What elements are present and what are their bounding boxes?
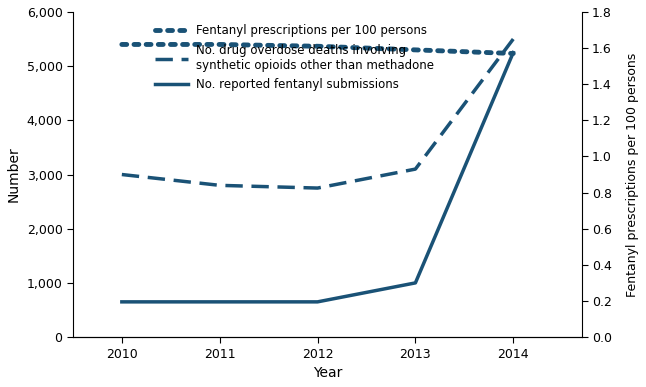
Legend: Fentanyl prescriptions per 100 persons, No. drug overdose deaths involving
synth: Fentanyl prescriptions per 100 persons, …: [155, 24, 435, 91]
Y-axis label: Fentanyl prescriptions per 100 persons: Fentanyl prescriptions per 100 persons: [626, 52, 639, 297]
X-axis label: Year: Year: [313, 366, 342, 380]
Y-axis label: Number: Number: [7, 147, 21, 202]
